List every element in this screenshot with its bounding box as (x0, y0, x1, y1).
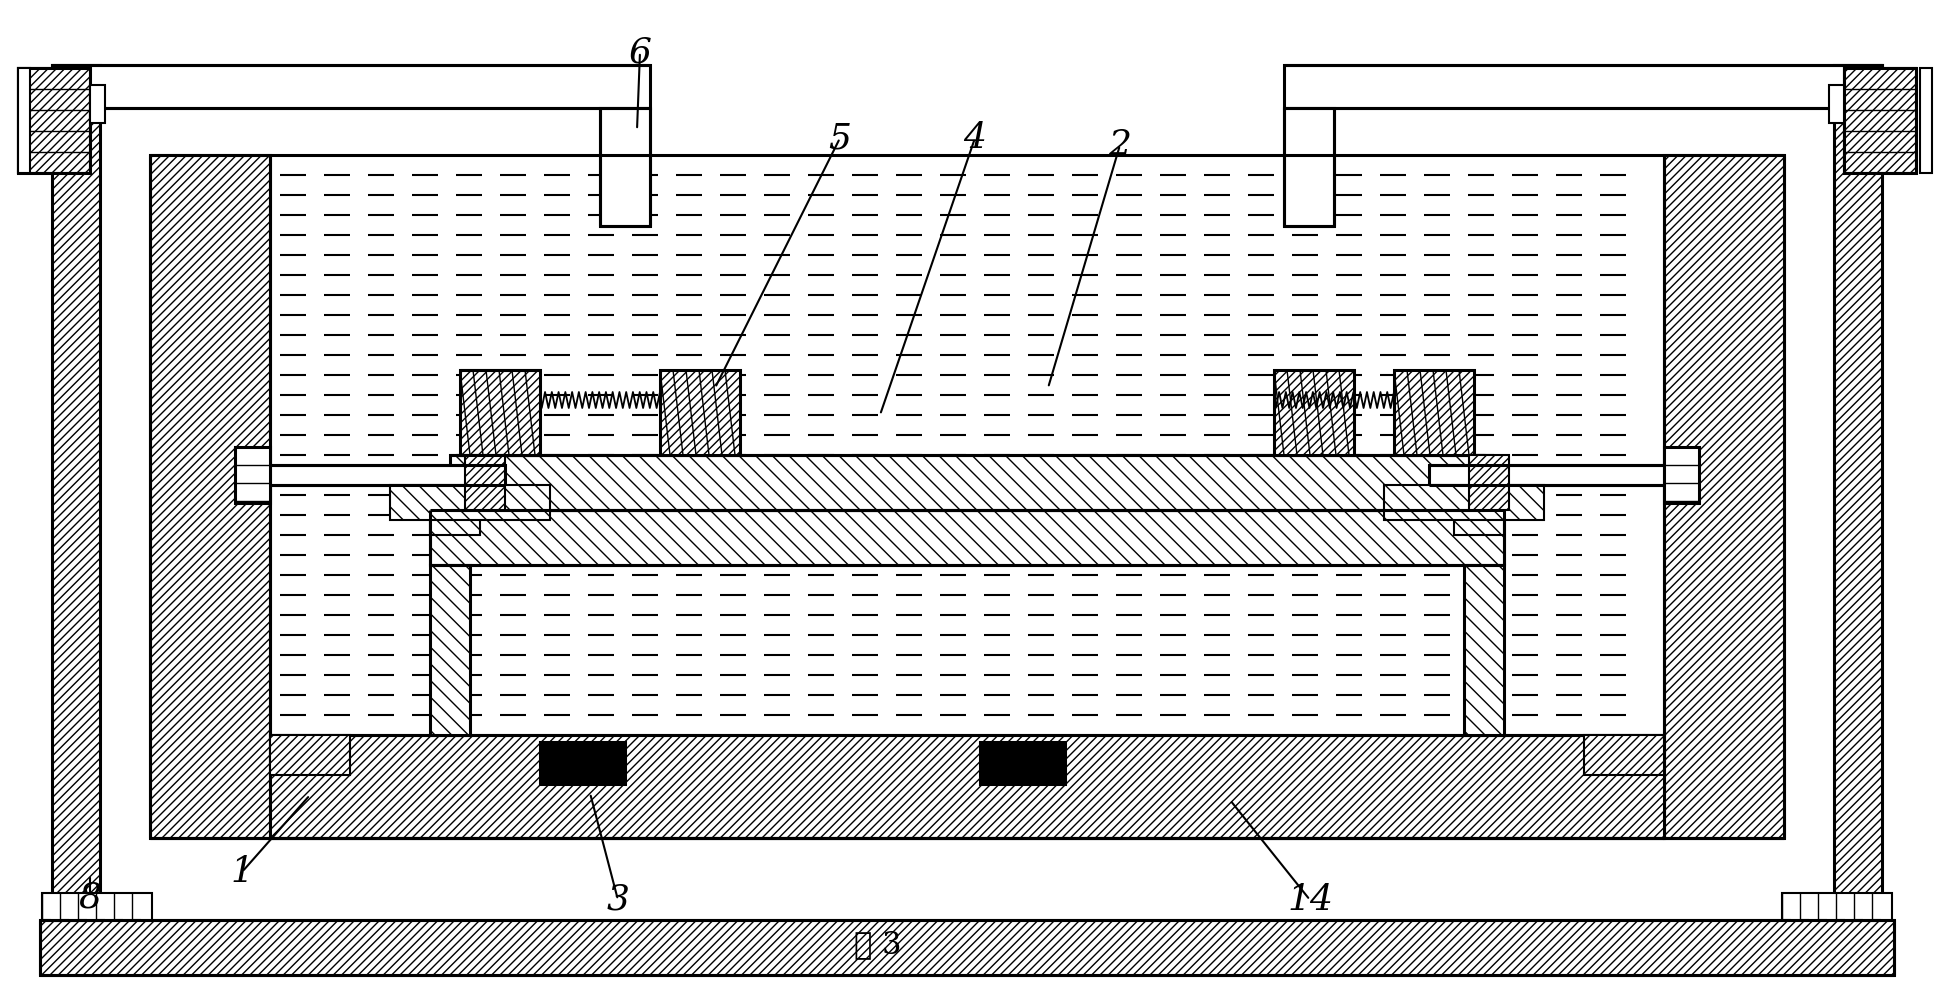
Bar (17, 68, 91, 173)
Bar (271, 465, 505, 485)
Bar (1663, 447, 1698, 503)
Text: 5: 5 (828, 121, 851, 155)
Text: 6: 6 (629, 35, 652, 69)
Bar (1464, 565, 1505, 735)
Bar (151, 155, 271, 838)
Text: 8: 8 (79, 880, 101, 914)
Bar (1833, 65, 1882, 920)
Bar (1385, 485, 1543, 520)
Bar (1843, 68, 1917, 173)
Bar (52, 65, 101, 920)
Bar (1920, 68, 1932, 173)
Bar (1284, 65, 1882, 108)
Bar (17, 68, 31, 173)
Text: 14: 14 (1286, 883, 1333, 917)
Bar (1394, 370, 1474, 455)
Bar (1284, 108, 1334, 226)
Bar (981, 742, 1066, 784)
Bar (1843, 68, 1917, 173)
Text: 4: 4 (963, 121, 986, 155)
Bar (464, 455, 505, 510)
Text: 3: 3 (607, 883, 629, 917)
Bar (391, 485, 549, 520)
Bar (1781, 893, 1891, 920)
Bar (91, 85, 104, 123)
Bar (429, 565, 470, 735)
Bar (451, 455, 1483, 510)
Bar (271, 735, 350, 775)
Text: 图 3: 图 3 (855, 930, 901, 961)
Bar (659, 370, 741, 455)
Text: 2: 2 (1108, 128, 1131, 162)
Bar (52, 65, 650, 108)
Bar (1830, 85, 1843, 123)
Bar (41, 920, 1893, 975)
Bar (271, 735, 1663, 838)
Bar (1275, 370, 1354, 455)
Bar (236, 447, 271, 503)
Bar (1454, 510, 1505, 535)
Bar (1663, 155, 1783, 838)
Bar (17, 68, 91, 173)
Bar (429, 510, 1505, 565)
Bar (460, 370, 540, 455)
Bar (1584, 735, 1663, 775)
Bar (429, 510, 480, 535)
Bar (43, 893, 153, 920)
Bar (600, 108, 650, 226)
Bar (1429, 465, 1663, 485)
Bar (540, 742, 625, 784)
Text: 1: 1 (230, 855, 253, 889)
Bar (1470, 455, 1509, 510)
